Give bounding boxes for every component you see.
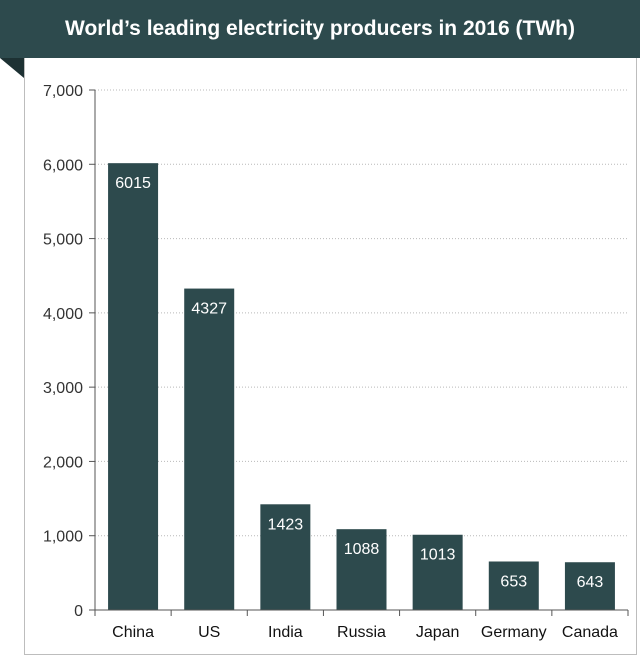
bars: 6015 4327 1423 1088 1013 653 643 bbox=[108, 163, 615, 610]
data-label: 643 bbox=[577, 574, 604, 591]
data-label: 1013 bbox=[420, 547, 456, 564]
y-tick-label: 5,000 bbox=[43, 232, 83, 249]
data-label: 653 bbox=[500, 573, 527, 590]
x-tick-label: Japan bbox=[416, 624, 460, 641]
gridlines bbox=[95, 89, 628, 537]
data-label: 1423 bbox=[268, 516, 304, 533]
y-axis: 0 1,000 2,000 3,000 4,000 5,000 6,000 7,000 bbox=[43, 83, 96, 620]
y-tick-label: 3,000 bbox=[43, 380, 83, 397]
banner-fold bbox=[0, 58, 24, 78]
data-label: 1088 bbox=[344, 541, 380, 558]
x-tick-label: China bbox=[112, 624, 154, 641]
bar-china bbox=[108, 163, 159, 610]
bar-canada bbox=[564, 562, 615, 610]
x-axis: China US India Russia Japan Germany Canada bbox=[94, 609, 629, 641]
x-tick-label: India bbox=[268, 624, 303, 641]
x-tick-label: Canada bbox=[562, 624, 618, 641]
y-tick-label: 4,000 bbox=[43, 306, 83, 323]
y-tick-label: 6,000 bbox=[43, 157, 83, 174]
y-tick-label: 7,000 bbox=[43, 83, 83, 100]
bar-germany bbox=[488, 561, 539, 610]
bar-india bbox=[260, 504, 311, 610]
x-tick-label: Germany bbox=[481, 624, 547, 641]
bar-russia bbox=[336, 529, 387, 610]
x-tick-label: US bbox=[198, 624, 220, 641]
data-label: 4327 bbox=[191, 301, 227, 318]
chart-frame bbox=[24, 58, 637, 655]
bar-us bbox=[184, 288, 235, 610]
y-tick-label: 0 bbox=[74, 603, 83, 620]
y-tick-label: 2,000 bbox=[43, 454, 83, 471]
y-tick-label: 1,000 bbox=[43, 529, 83, 546]
data-label: 6015 bbox=[115, 175, 151, 192]
bar-japan bbox=[412, 534, 463, 610]
chart-title: World’s leading electricity producers in… bbox=[0, 0, 640, 58]
x-tick-label: Russia bbox=[337, 624, 386, 641]
